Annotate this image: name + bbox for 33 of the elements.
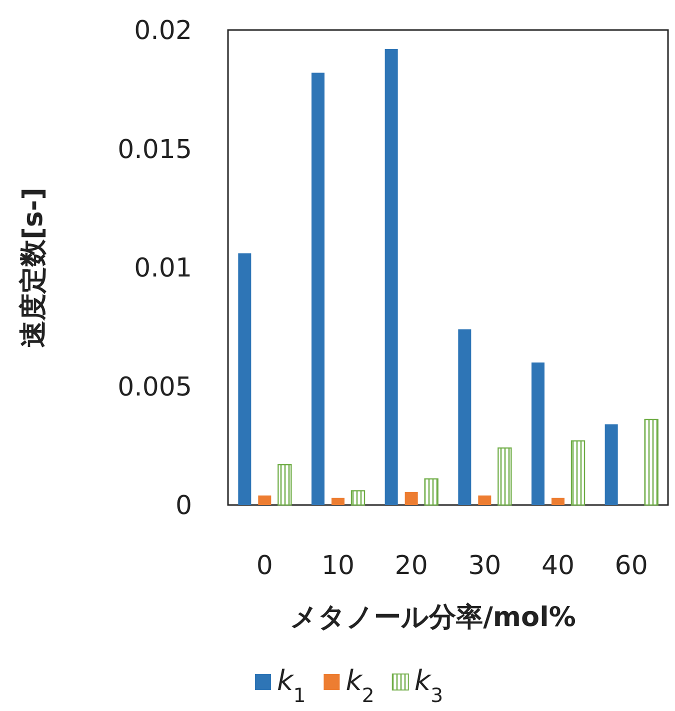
- y-axis-title: 速度定数[s-]: [18, 188, 49, 348]
- y-tick-label: 0: [175, 491, 192, 521]
- x-tick-label: 10: [321, 551, 355, 581]
- bar: [570, 440, 586, 506]
- bar: [604, 424, 618, 505]
- legend-label: k$_{3}$: [414, 664, 444, 706]
- legend-label: k$_{1}$: [277, 664, 306, 706]
- bar: [258, 496, 272, 505]
- x-tick-label: 60: [614, 551, 648, 581]
- bar: [644, 418, 658, 506]
- bar: [332, 498, 344, 505]
- bar: [312, 72, 324, 505]
- bar: [404, 492, 418, 505]
- bar: [552, 498, 564, 505]
- x-tick-label: 40: [541, 551, 575, 581]
- bar: [532, 362, 544, 505]
- legend-label: k$_{2}$: [346, 664, 374, 706]
- bar: [498, 447, 512, 506]
- y-tick-label: 0.005: [118, 372, 192, 402]
- bar: [458, 329, 472, 505]
- bar: [478, 496, 492, 505]
- bar: [424, 478, 438, 506]
- x-tick-label: 30: [468, 551, 502, 581]
- x-tick-label: 0: [256, 551, 273, 581]
- y-tick-label: 0.015: [118, 134, 192, 165]
- y-tick-label: 0.01: [134, 254, 192, 284]
- bar: [350, 490, 366, 506]
- x-axis-title: メタノール分率/mol%: [290, 602, 576, 633]
- bar: [384, 49, 398, 505]
- bar: [278, 464, 292, 506]
- bar: [238, 253, 252, 505]
- x-tick-label: 20: [394, 551, 428, 581]
- y-tick-label: 0.02: [134, 16, 192, 46]
